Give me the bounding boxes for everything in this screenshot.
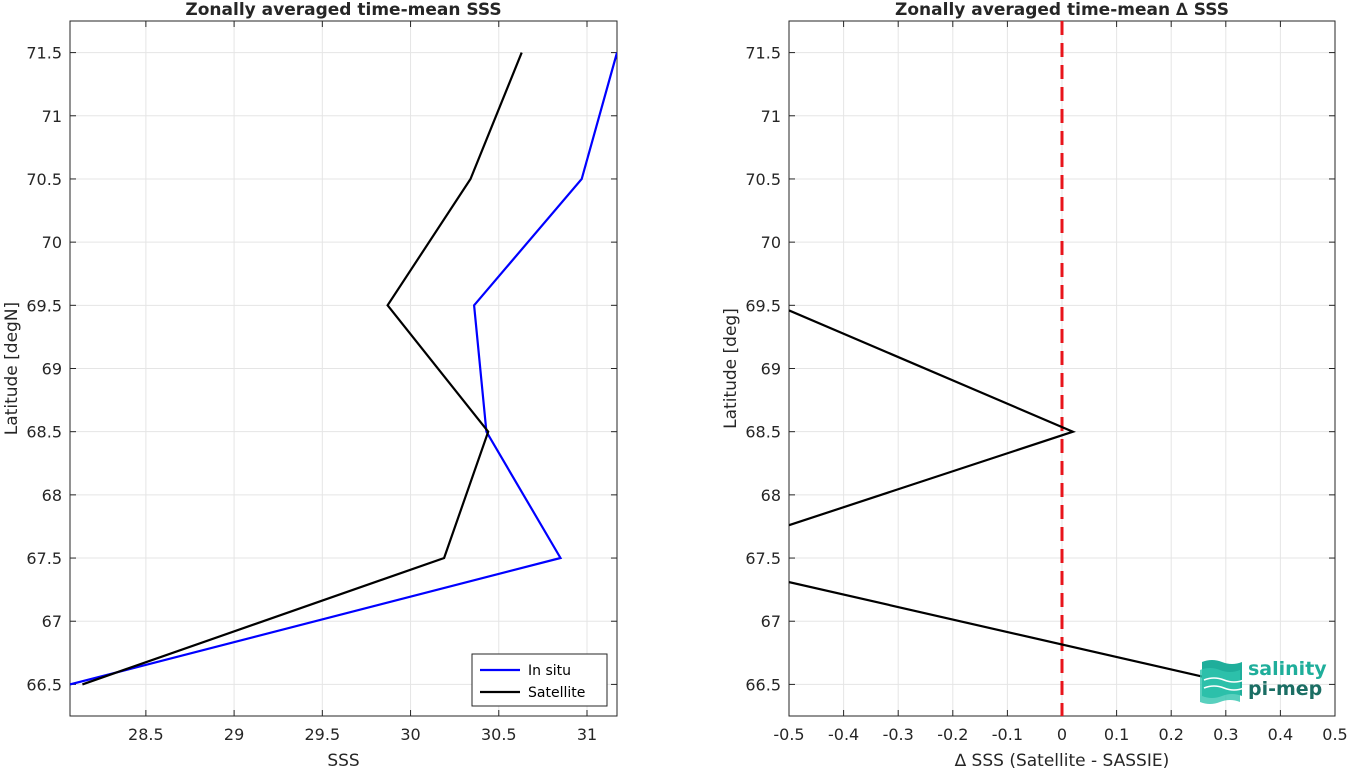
plot-area (70, 52, 617, 686)
y-tick-label: 69.5 (745, 296, 781, 315)
chart-title: Zonally averaged time-mean SSS (185, 0, 501, 20)
plot-area (789, 21, 1237, 716)
y-tick-label: 70 (761, 233, 781, 252)
y-tick-label: 70 (42, 233, 62, 252)
left-chart-panel: 28.5 29 29.5 30 30.5 31 66.5 67 67.5 68 68.5 69 69.5… (2, 0, 618, 769)
x-tick-label: 0.1 (1104, 725, 1129, 744)
y-tick-label: 68.5 (26, 423, 62, 442)
y-tick-label: 68 (42, 486, 62, 505)
axes-box (69, 20, 618, 717)
logo-text-salinity: salinity (1248, 658, 1327, 680)
x-tick-label: 30 (400, 725, 420, 744)
x-tick-label: 28.5 (128, 725, 164, 744)
y-tick-label: 66.5 (26, 675, 62, 694)
series-line-1 (789, 309, 1077, 527)
y-tick-label: 69.5 (26, 296, 62, 315)
y-tick-label: 67 (761, 612, 781, 631)
series-line-1 (82, 52, 523, 686)
y-tick-label: 69 (761, 360, 781, 379)
x-tick-label: 30.5 (481, 725, 517, 744)
y-tick-label: 71 (761, 107, 781, 126)
y-tick-label: 71 (42, 107, 62, 126)
y-tick-label: 66.5 (745, 675, 781, 694)
x-tick-label: 0 (1057, 725, 1067, 744)
x-tick-label: -0.1 (992, 725, 1023, 744)
y-tick-label: 67.5 (26, 549, 62, 568)
chart-title: Zonally averaged time-mean ∆ SSS (895, 0, 1229, 20)
legend: In situ Satellite (471, 653, 608, 707)
x-tick-label: 29 (224, 725, 244, 744)
waves-logo-icon (1200, 660, 1245, 704)
salinity-pi-mep-logo: salinity pi-mep (1198, 656, 1338, 706)
logo-text-pi-mep: pi-mep (1248, 678, 1323, 700)
y-tick-label: 68.5 (745, 423, 781, 442)
x-tick-label: 0.2 (1158, 725, 1183, 744)
legend-label: Satellite (528, 685, 585, 701)
legend-box (471, 653, 608, 707)
right-chart-panel: -0.5 -0.4 -0.3 -0.2 -0.1 0 0.1 0.2 0.3 0.4 0.5 66.5… (721, 0, 1347, 769)
x-axis-label: ∆ SSS (Satellite - SASSIE) (954, 751, 1169, 769)
y-tick-label: 67.5 (745, 549, 781, 568)
y-tick-label: 70.5 (745, 170, 781, 189)
x-axis-label: SSS (327, 751, 359, 769)
x-tick-label: -0.5 (773, 725, 804, 744)
series-line-0 (70, 52, 617, 686)
y-tick-label: 68 (761, 486, 781, 505)
x-tick-label: 0.3 (1213, 725, 1238, 744)
x-tick-label: 31 (577, 725, 597, 744)
y-axis-label: Latitude [deg] (721, 308, 741, 429)
series-line-0 (789, 581, 1237, 686)
x-tick-label: 29.5 (305, 725, 341, 744)
x-tick-label: -0.4 (828, 725, 859, 744)
legend-label: In situ (528, 663, 571, 679)
y-tick-label: 71.5 (745, 44, 781, 63)
x-tick-label: -0.2 (937, 725, 968, 744)
y-tick-label: 71.5 (26, 44, 62, 63)
y-axis-label: Latitude [degN] (2, 302, 22, 435)
y-tick-label: 69 (42, 360, 62, 379)
y-tick-label: 70.5 (26, 170, 62, 189)
y-tick-label: 67 (42, 612, 62, 631)
x-tick-label: 0.5 (1322, 725, 1347, 744)
x-tick-label: 0.4 (1268, 725, 1293, 744)
x-tick-label: -0.3 (883, 725, 914, 744)
